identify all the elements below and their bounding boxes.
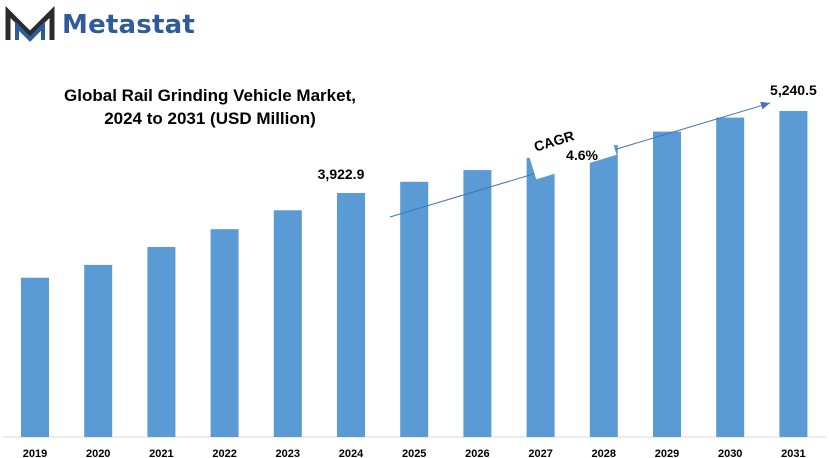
chart-title-line-1: Global Rail Grinding Vehicle Market, — [64, 86, 356, 105]
x-tick-label-2021: 2021 — [149, 448, 173, 458]
x-tick-label-2019: 2019 — [23, 448, 47, 458]
bar-2019 — [21, 277, 49, 437]
bar-2021 — [147, 247, 176, 437]
chart-title: Global Rail Grinding Vehicle Market, 202… — [40, 84, 380, 130]
bar-2023 — [273, 210, 302, 437]
bar-2024 — [337, 193, 365, 437]
metastat-logo-icon — [5, 6, 55, 42]
data-label-2031: 5,240.5 — [770, 82, 817, 98]
x-tick-label-2024: 2024 — [339, 448, 364, 458]
x-tick-label-2020: 2020 — [86, 448, 110, 458]
bar-2020 — [84, 264, 113, 437]
x-tick-label-2023: 2023 — [276, 448, 300, 458]
x-tick-label-2030: 2030 — [718, 448, 742, 458]
bar-2031 — [779, 111, 808, 437]
brand-logo: Metastat — [4, 6, 195, 44]
bar-2026 — [463, 170, 492, 437]
bar-2029 — [653, 131, 681, 437]
bar-2030 — [716, 117, 745, 437]
data-label-2024: 3,922.9 — [318, 166, 365, 182]
cagr-label-background — [523, 112, 617, 180]
x-tick-label-2028: 2028 — [592, 448, 616, 458]
bar-2022 — [210, 229, 239, 437]
tick-labels-group: 2019 2020 2021 2022 2023 2024 2025 2026 2027 2028… — [23, 448, 806, 458]
cagr-arrow-head — [760, 101, 770, 110]
x-tick-label-2025: 2025 — [402, 448, 426, 458]
bars-group — [21, 111, 808, 437]
x-tick-label-2026: 2026 — [465, 448, 489, 458]
bar-2025 — [400, 181, 429, 437]
x-tick-label-2027: 2027 — [528, 448, 552, 458]
x-tick-label-2031: 2031 — [781, 448, 805, 458]
cagr-value: 4.6% — [566, 147, 598, 163]
brand-name: Metastat — [62, 10, 195, 40]
bar-2027 — [526, 157, 555, 437]
x-tick-label-2022: 2022 — [212, 448, 236, 458]
x-tick-label-2029: 2029 — [655, 448, 679, 458]
chart-title-line-2: 2024 to 2031 (USD Million) — [104, 109, 316, 128]
bar-2028 — [589, 145, 618, 437]
